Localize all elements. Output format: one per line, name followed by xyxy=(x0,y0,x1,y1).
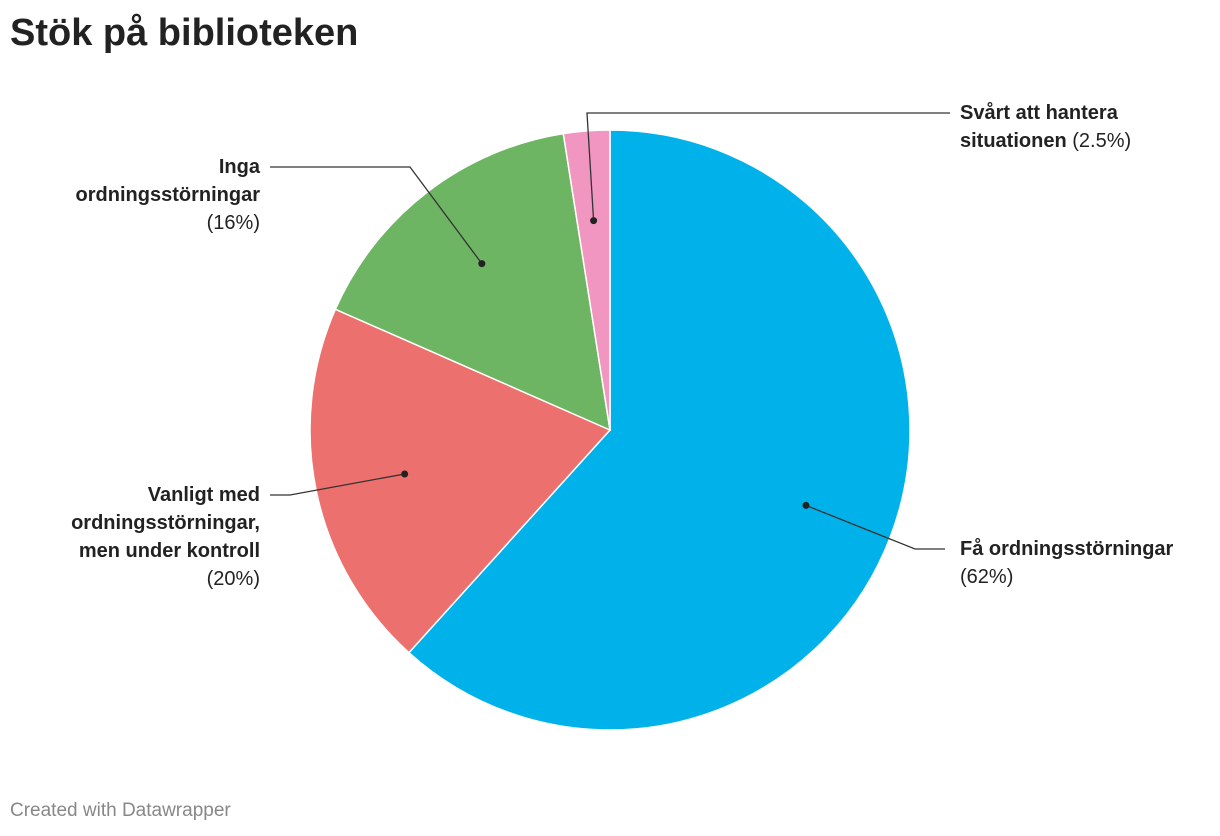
leader-line xyxy=(270,166,483,265)
category-label: Inga ordningsstörningar xyxy=(75,156,260,206)
value-label: (62%) xyxy=(960,566,1014,588)
value-label: (20%) xyxy=(206,568,260,590)
category-label: Få ordningsstörningar xyxy=(960,538,1174,560)
leader-dot xyxy=(802,501,810,509)
pie-slice xyxy=(334,132,611,432)
pie-slice xyxy=(309,308,612,654)
category-label: Svårt att hantera situationen xyxy=(960,102,1118,152)
value-label: (16%) xyxy=(206,212,260,234)
slice-label: Svårt att hantera situationen (2.5%) xyxy=(960,99,1170,155)
leader-dot xyxy=(478,260,486,268)
leader-line xyxy=(586,112,950,221)
pie-slice xyxy=(562,129,611,431)
credit: Created with Datawrapper xyxy=(10,800,231,821)
leader-line xyxy=(805,504,945,550)
value-label: (2.5%) xyxy=(1072,130,1132,152)
chart-title: Stök på biblioteken xyxy=(10,12,359,54)
leader-dot xyxy=(590,217,598,225)
slice-label: Inga ordningsstörningar (16%) xyxy=(50,153,260,237)
pie-slice xyxy=(407,129,911,731)
slice-label: Få ordningsstörningar (62%) xyxy=(960,535,1210,591)
slice-label: Vanligt med ordningsstörningar, men unde… xyxy=(50,481,260,593)
category-label: Vanligt med ordningsstörningar, men unde… xyxy=(71,484,260,562)
leader-dot xyxy=(401,470,409,478)
leader-line xyxy=(270,473,405,496)
